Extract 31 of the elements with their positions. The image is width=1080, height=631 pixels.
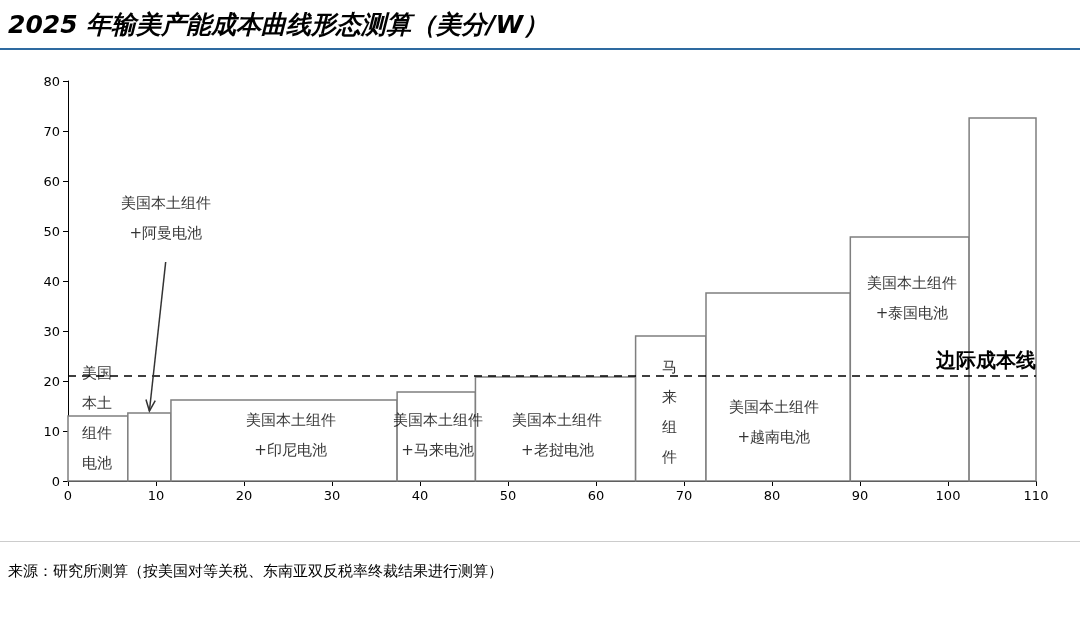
- x-tick-label: 50: [499, 488, 517, 503]
- annotation: 美国本土组件+泰国电池: [866, 274, 957, 322]
- x-tick-label: 20: [235, 488, 253, 503]
- x-tick-label: 10: [147, 488, 165, 503]
- y-tick-label: 30: [43, 323, 60, 339]
- annotation: 美国本土组件电池: [82, 364, 113, 472]
- y-tick-label: 50: [43, 223, 60, 239]
- annotation: 美国本土组件+老挝电池: [512, 411, 603, 459]
- y-tick-label: 80: [43, 73, 60, 89]
- annotation: 美国本土组件+阿曼电池: [120, 194, 211, 242]
- x-tick-label: 90: [851, 488, 869, 503]
- x-tick-label: 60: [587, 488, 605, 503]
- x-tick-label: 40: [411, 488, 429, 503]
- x-tick-label: 80: [763, 488, 781, 503]
- x-tick-label: 0: [63, 488, 73, 503]
- y-tick-label: 10: [43, 423, 60, 439]
- y-tick-label: 0: [51, 473, 60, 489]
- chart-title: 2025 年输美产能成本曲线形态测算（美分/W）: [8, 9, 548, 41]
- ref-line-label: 边际成本线: [935, 348, 1036, 372]
- annotation: 美国本土组件+越南电池: [728, 398, 819, 446]
- x-tick-label: 100: [935, 488, 961, 503]
- annotation: 美国本土组件+印尼电池: [245, 411, 336, 459]
- x-tick-label: 110: [1023, 488, 1049, 503]
- y-tick-label: 60: [43, 173, 60, 189]
- x-tick-label: 30: [323, 488, 341, 503]
- y-tick-label: 70: [43, 123, 60, 139]
- y-tick-label: 20: [43, 373, 60, 389]
- source-note: 来源：研究所测算（按美国对等关税、东南亚双反税率终裁结果进行测算）: [8, 561, 504, 582]
- y-tick-label: 40: [43, 273, 60, 289]
- x-tick-label: 70: [675, 488, 693, 503]
- annotation: 马来组件: [662, 358, 678, 466]
